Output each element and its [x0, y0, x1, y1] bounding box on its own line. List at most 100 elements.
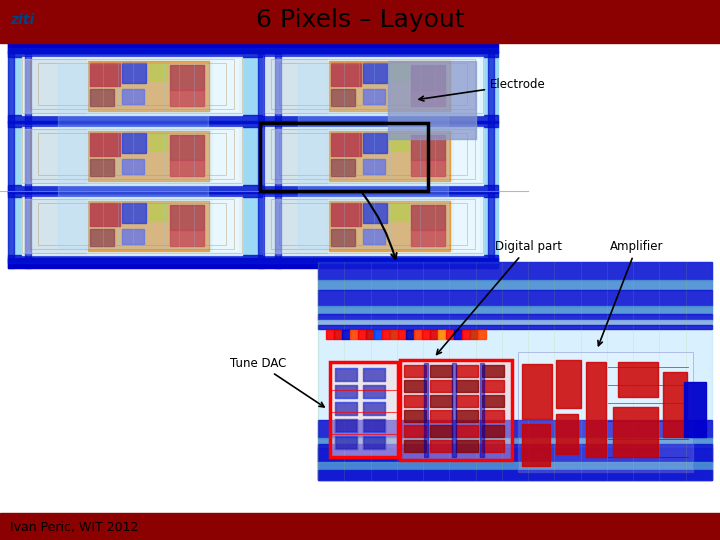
- Bar: [363, 385, 385, 398]
- Bar: [363, 159, 384, 173]
- Bar: [275, 43, 281, 268]
- Bar: [482, 440, 504, 452]
- Bar: [430, 395, 452, 407]
- Bar: [148, 133, 166, 151]
- Bar: [318, 314, 712, 320]
- Bar: [38, 133, 226, 175]
- Bar: [213, 199, 238, 251]
- Bar: [22, 127, 242, 185]
- Bar: [8, 43, 14, 268]
- Bar: [522, 424, 550, 466]
- Bar: [318, 262, 712, 280]
- Bar: [8, 48, 498, 263]
- Bar: [482, 395, 504, 407]
- Bar: [0, 515, 720, 540]
- Bar: [8, 191, 498, 197]
- Bar: [452, 363, 456, 457]
- Bar: [335, 436, 357, 449]
- Bar: [414, 330, 421, 339]
- Bar: [456, 380, 478, 392]
- Bar: [390, 133, 408, 151]
- Bar: [366, 330, 374, 339]
- Bar: [0, 40, 720, 43]
- Bar: [456, 395, 478, 407]
- Bar: [411, 228, 445, 246]
- Bar: [318, 470, 712, 480]
- Bar: [331, 133, 361, 156]
- Text: Tune DAC: Tune DAC: [230, 356, 324, 407]
- Bar: [0, 513, 720, 515]
- Bar: [22, 197, 242, 255]
- Bar: [22, 57, 242, 115]
- Bar: [462, 330, 469, 339]
- Bar: [411, 159, 445, 176]
- Bar: [335, 419, 357, 432]
- Bar: [171, 205, 204, 230]
- Bar: [363, 402, 385, 415]
- Bar: [335, 402, 357, 415]
- Bar: [279, 133, 467, 175]
- Bar: [382, 330, 390, 339]
- Bar: [258, 43, 264, 268]
- Bar: [318, 444, 712, 462]
- Bar: [406, 330, 413, 339]
- Bar: [271, 59, 475, 109]
- Bar: [171, 228, 204, 246]
- Bar: [400, 360, 512, 460]
- Bar: [430, 380, 452, 392]
- Bar: [613, 407, 658, 457]
- Bar: [331, 228, 355, 246]
- Bar: [279, 203, 467, 245]
- Bar: [363, 419, 385, 432]
- Bar: [363, 402, 385, 415]
- Bar: [8, 115, 498, 123]
- Bar: [363, 436, 385, 449]
- Bar: [404, 410, 426, 422]
- Bar: [556, 414, 578, 454]
- Bar: [335, 385, 357, 398]
- Bar: [263, 125, 483, 183]
- Bar: [331, 159, 355, 176]
- Bar: [90, 159, 114, 176]
- Bar: [265, 199, 327, 253]
- Bar: [0, 0, 720, 40]
- Bar: [556, 360, 581, 408]
- Bar: [318, 448, 712, 464]
- Bar: [88, 61, 209, 111]
- Text: ziti: ziti: [10, 13, 35, 27]
- Bar: [363, 203, 387, 223]
- Bar: [30, 129, 234, 179]
- Bar: [263, 127, 483, 185]
- Bar: [271, 199, 475, 249]
- Bar: [335, 368, 357, 381]
- Bar: [430, 365, 452, 377]
- Bar: [171, 89, 204, 106]
- Bar: [390, 63, 408, 80]
- Bar: [38, 63, 226, 105]
- Bar: [326, 330, 333, 339]
- Text: Electrode: Electrode: [419, 78, 546, 101]
- Bar: [454, 199, 479, 251]
- Bar: [122, 63, 146, 83]
- Bar: [411, 135, 445, 160]
- Text: Amplifier: Amplifier: [598, 240, 664, 346]
- Bar: [88, 201, 209, 251]
- Bar: [90, 89, 114, 106]
- Bar: [363, 368, 385, 381]
- Bar: [404, 425, 426, 437]
- Bar: [329, 61, 450, 111]
- Bar: [404, 365, 426, 377]
- Bar: [22, 195, 242, 253]
- Bar: [30, 199, 234, 249]
- Text: 6 Pixels – Layout: 6 Pixels – Layout: [256, 8, 464, 32]
- Bar: [331, 89, 355, 106]
- Bar: [456, 365, 478, 377]
- Bar: [518, 352, 693, 472]
- Bar: [318, 462, 712, 470]
- Bar: [454, 129, 479, 181]
- Bar: [430, 410, 452, 422]
- Bar: [488, 43, 494, 268]
- Bar: [318, 325, 712, 329]
- Bar: [318, 262, 712, 480]
- Bar: [363, 133, 387, 153]
